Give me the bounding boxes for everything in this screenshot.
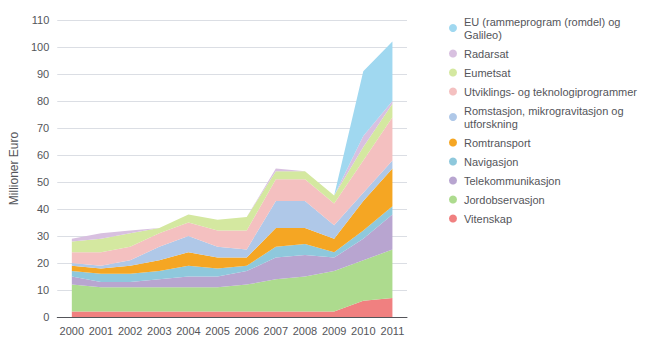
svg-text:60: 60 — [37, 149, 49, 161]
svg-text:Romstasjon, mikrogravitasjon o: Romstasjon, mikrogravitasjon og — [464, 105, 624, 117]
svg-text:50: 50 — [37, 176, 49, 188]
svg-text:2004: 2004 — [176, 325, 200, 337]
svg-text:EU (rammeprogram (romdel) og: EU (rammeprogram (romdel) og — [464, 16, 620, 28]
svg-text:2008: 2008 — [293, 325, 317, 337]
svg-text:2003: 2003 — [147, 325, 171, 337]
svg-text:40: 40 — [37, 203, 49, 215]
svg-text:2005: 2005 — [205, 325, 229, 337]
svg-text:2007: 2007 — [264, 325, 288, 337]
svg-text:2002: 2002 — [118, 325, 142, 337]
svg-text:110: 110 — [32, 14, 50, 26]
svg-text:Galileo): Galileo) — [464, 29, 502, 41]
svg-text:Romtransport: Romtransport — [464, 137, 531, 149]
svg-text:80: 80 — [37, 95, 49, 107]
svg-text:Eumetsat: Eumetsat — [464, 67, 510, 79]
svg-text:utforskning: utforskning — [464, 118, 518, 130]
svg-text:2000: 2000 — [60, 325, 84, 337]
svg-text:2010: 2010 — [351, 325, 375, 337]
svg-text:Utviklings- og teknologiprogra: Utviklings- og teknologiprogrammer — [464, 86, 637, 98]
svg-text:70: 70 — [37, 122, 49, 134]
svg-text:30: 30 — [37, 230, 49, 242]
svg-text:Telekommunikasjon: Telekommunikasjon — [464, 175, 561, 187]
svg-text:90: 90 — [37, 68, 49, 80]
svg-text:Millioner Euro: Millioner Euro — [7, 131, 21, 205]
svg-text:0: 0 — [43, 311, 49, 323]
svg-text:2001: 2001 — [89, 325, 113, 337]
svg-text:2006: 2006 — [234, 325, 258, 337]
svg-text:Radarsat: Radarsat — [464, 48, 509, 60]
svg-text:Jordobservasjon: Jordobservasjon — [464, 194, 545, 206]
svg-text:2011: 2011 — [381, 325, 405, 337]
svg-text:Vitenskap: Vitenskap — [464, 213, 512, 225]
svg-text:Navigasjon: Navigasjon — [464, 156, 518, 168]
svg-text:100: 100 — [31, 41, 49, 53]
svg-text:10: 10 — [37, 284, 49, 296]
svg-text:20: 20 — [37, 257, 49, 269]
svg-text:2009: 2009 — [322, 325, 346, 337]
